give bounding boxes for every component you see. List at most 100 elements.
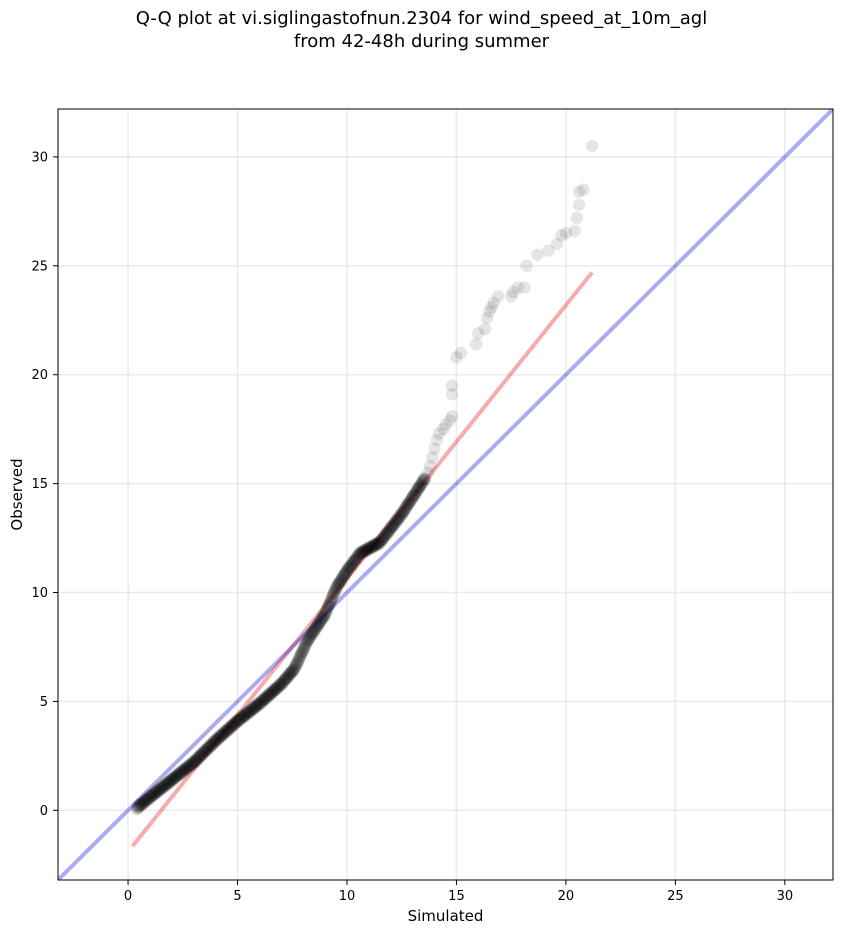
qq-point: [191, 752, 204, 765]
qq-point: [183, 760, 196, 773]
qq-point: [203, 741, 216, 754]
qq-point: [204, 739, 217, 753]
qq-point: [407, 488, 421, 501]
plot-frame: [57, 108, 834, 881]
qq-point: [235, 711, 249, 724]
qq-point: [177, 764, 191, 777]
qq-point: [374, 535, 387, 548]
qq-point: [364, 540, 377, 553]
qq-point: [164, 775, 177, 789]
qq-point: [356, 546, 369, 560]
qq-point: [335, 572, 348, 586]
qq-point: [404, 495, 417, 508]
qq-point: [318, 607, 332, 620]
qq-point: [161, 775, 174, 789]
qq-point: [165, 772, 178, 786]
qq-point: [369, 538, 383, 552]
qq-point: [223, 721, 236, 735]
qq-point: [134, 797, 147, 810]
qq-point: [187, 755, 200, 769]
y-tick-label: 10: [31, 586, 48, 601]
qq-point: [531, 248, 544, 262]
qq-point: [159, 778, 172, 792]
qq-point: [416, 475, 429, 488]
qq-point: [341, 562, 354, 576]
qq-point: [275, 677, 288, 690]
qq-point: [300, 635, 313, 648]
qq-point: [148, 787, 162, 800]
qq-point: [378, 530, 391, 543]
qq-point: [328, 584, 342, 597]
qq-point: [269, 682, 282, 695]
qq-point: [480, 311, 494, 325]
qq-point: [359, 544, 372, 558]
qq-point: [283, 667, 297, 680]
qq-point: [132, 800, 145, 813]
qq-point: [236, 711, 250, 724]
qq-point: [299, 639, 312, 652]
qq-point: [195, 747, 209, 760]
qq-point: [351, 550, 364, 563]
qq-point: [272, 679, 285, 692]
x-tick-label: 5: [233, 889, 241, 904]
qq-point: [277, 675, 290, 688]
qq-point: [336, 570, 350, 583]
qq-point: [249, 701, 263, 714]
qq-point: [278, 671, 292, 685]
qq-point: [169, 771, 182, 784]
qq-point: [143, 791, 156, 804]
qq-point: [229, 715, 242, 728]
qq-point: [284, 667, 298, 680]
qq-point: [133, 798, 146, 812]
qq-point: [330, 581, 343, 594]
qq-point: [362, 541, 375, 554]
qq-point: [244, 705, 257, 718]
qq-point: [266, 685, 279, 699]
qq-point: [409, 487, 423, 500]
qq-point: [258, 692, 271, 705]
qq-point: [346, 557, 359, 570]
qq-point: [349, 553, 362, 566]
qq-point: [238, 708, 252, 721]
qq-point: [131, 800, 144, 813]
qq-point: [167, 771, 180, 784]
qq-point: [364, 541, 377, 555]
qq-point: [233, 712, 246, 725]
qq-point: [390, 514, 403, 527]
qq-point: [228, 716, 242, 730]
qq-point: [225, 720, 239, 733]
qq-point: [234, 712, 247, 725]
qq-point: [343, 560, 357, 573]
qq-point: [231, 713, 245, 727]
qq-point: [133, 800, 146, 813]
qq-point: [158, 780, 172, 793]
qq-point: [251, 698, 265, 711]
qq-point: [248, 702, 261, 715]
qq-point: [349, 554, 362, 567]
qq-point: [161, 777, 175, 790]
qq-point: [183, 758, 197, 772]
qq-point: [437, 422, 450, 436]
qq-point: [199, 745, 212, 758]
qq-point: [338, 568, 352, 582]
qq-point: [401, 498, 415, 512]
x-axis-label: Simulated: [408, 907, 484, 925]
qq-point: [323, 596, 337, 610]
qq-point: [511, 281, 524, 294]
qq-point: [357, 545, 371, 559]
qq-point: [137, 797, 150, 810]
qq-point: [144, 791, 157, 804]
qq-point: [286, 663, 300, 676]
qq-point: [270, 680, 284, 694]
qq-point: [221, 723, 234, 736]
qq-point: [240, 708, 253, 721]
qq-point: [173, 767, 187, 780]
qq-point: [173, 768, 186, 782]
y-tick-label: 5: [40, 695, 48, 710]
qq-point: [174, 767, 188, 780]
y-tick-label: 30: [31, 150, 48, 165]
qq-point: [177, 763, 190, 776]
qq-point: [320, 603, 333, 617]
qq-point: [270, 682, 283, 695]
qq-point: [302, 631, 316, 644]
